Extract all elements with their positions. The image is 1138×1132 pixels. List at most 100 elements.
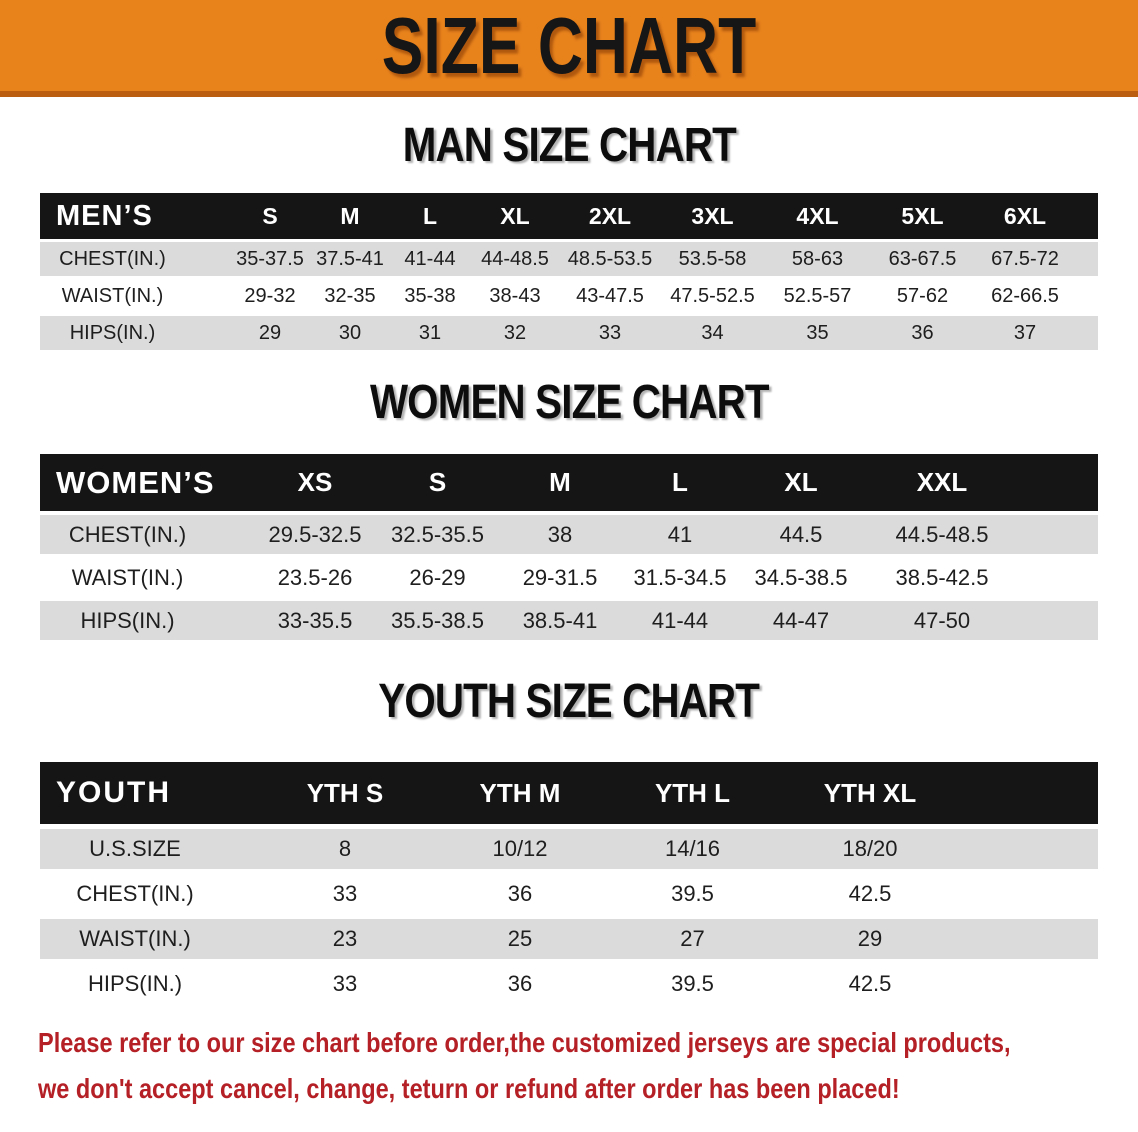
size-column-header: YTH S [260,762,430,824]
table-row: CHEST(IN.) 29.5-32.5 32.5-35.5 38 41 44.5 44.5… [40,511,1098,554]
table-cell: 8 [260,824,430,869]
row-filler [965,914,1098,959]
table-cell: 34 [660,313,765,350]
row-label: HIPS(IN.) [40,313,230,350]
table-cell: 10/12 [430,824,610,869]
row-label: CHEST(IN.) [40,511,255,554]
table-cell: 33-35.5 [255,597,375,640]
table-cell: 41 [620,511,740,554]
table-header-row: WOMEN’S XS S M L XL XXL [40,454,1098,511]
row-filler [965,824,1098,869]
size-column-header: YTH XL [775,762,965,824]
table-cell: 41-44 [390,239,470,276]
men-size-table: MEN’S S M L XL 2XL 3XL 4XL 5XL 6XL CHEST(IN.) 35-37… [40,193,1098,350]
table-row: CHEST(IN.) 35-37.5 37.5-41 41-44 44-48.5 48.5… [40,239,1098,276]
table-row: HIPS(IN.) 33 36 39.5 42.5 [40,959,1098,1004]
table-cell: 35 [765,313,870,350]
table-cell: 35-38 [390,276,470,313]
table-cell: 57-62 [870,276,975,313]
size-column-header: XS [255,454,375,511]
table-cell: 44-48.5 [470,239,560,276]
table-cell: 44-47 [740,597,862,640]
table-cell: 35.5-38.5 [375,597,500,640]
table-cell: 26-29 [375,554,500,597]
table-cell: 42.5 [775,869,965,914]
size-column-header: YTH M [430,762,610,824]
size-column-header: 2XL [560,193,660,239]
table-row: U.S.SIZE 8 10/12 14/16 18/20 [40,824,1098,869]
youth-size-table: YOUTH YTH S YTH M YTH L YTH XL U.S.SIZE 8 10/12… [40,762,1098,1004]
header-filler [1022,454,1098,511]
size-column-header: 3XL [660,193,765,239]
row-filler [1022,554,1098,597]
men-section-heading: MAN SIZE CHART [402,118,736,172]
size-column-header: XL [740,454,862,511]
table-cell: 63-67.5 [870,239,975,276]
table-cell: 29.5-32.5 [255,511,375,554]
table-row: HIPS(IN.) 33-35.5 35.5-38.5 38.5-41 41-44 44-… [40,597,1098,640]
table-cell: 31.5-34.5 [620,554,740,597]
table-header-row: MEN’S S M L XL 2XL 3XL 4XL 5XL 6XL [40,193,1098,239]
table-cell: 36 [430,869,610,914]
size-column-header: S [230,193,310,239]
table-cell: 39.5 [610,959,775,1004]
table-row: WAIST(IN.) 23 25 27 29 [40,914,1098,959]
disclaimer-line-2: we don't accept cancel, change, teturn o… [38,1073,900,1104]
women-section-heading: WOMEN SIZE CHART [369,375,770,429]
row-label: U.S.SIZE [40,824,260,869]
table-cell: 44.5-48.5 [862,511,1022,554]
header-filler [1075,193,1098,239]
table-cell: 29-32 [230,276,310,313]
row-filler [1075,276,1098,313]
women-size-table: WOMEN’S XS S M L XL XXL CHEST(IN.) 29.5-32.5 32.5… [40,454,1098,640]
women-heading-area: WOMEN SIZE CHART [0,350,1138,454]
table-cell: 32.5-35.5 [375,511,500,554]
table-cell: 41-44 [620,597,740,640]
table-cell: 43-47.5 [560,276,660,313]
table-cell: 62-66.5 [975,276,1075,313]
table-cell: 67.5-72 [975,239,1075,276]
table-cell: 44.5 [740,511,862,554]
table-cell: 58-63 [765,239,870,276]
row-label: WAIST(IN.) [40,276,230,313]
table-cell: 36 [870,313,975,350]
table-cell: 53.5-58 [660,239,765,276]
table-cell: 29-31.5 [500,554,620,597]
table-cell: 34.5-38.5 [740,554,862,597]
table-cell: 33 [260,959,430,1004]
youth-section-heading: YOUTH SIZE CHART [378,674,761,728]
table-cell: 38-43 [470,276,560,313]
size-column-header: S [375,454,500,511]
table-row: HIPS(IN.) 29 30 31 32 33 34 35 36 37 [40,313,1098,350]
size-column-header: 6XL [975,193,1075,239]
row-label: HIPS(IN.) [40,959,260,1004]
table-cell: 47.5-52.5 [660,276,765,313]
size-column-header: M [500,454,620,511]
youth-size-section: YOUTH SIZE CHART YOUTH YTH S YTH M YTH L YTH… [0,640,1138,1004]
disclaimer-line-1: Please refer to our size chart before or… [38,1027,1011,1058]
youth-heading-area: YOUTH SIZE CHART [0,640,1138,762]
table-cell: 38.5-41 [500,597,620,640]
table-cell: 27 [610,914,775,959]
row-label: WAIST(IN.) [40,554,255,597]
table-cell: 38 [500,511,620,554]
table-cell: 29 [230,313,310,350]
table-cell: 39.5 [610,869,775,914]
size-column-header: 5XL [870,193,975,239]
row-filler [965,959,1098,1004]
row-filler [1075,313,1098,350]
row-filler [1022,511,1098,554]
men-size-section: MAN SIZE CHART MEN’S S M L XL 2XL 3XL 4XL 5XL 6XL… [0,97,1138,350]
banner-title: SIZE CHART [381,0,757,90]
table-cell: 23 [260,914,430,959]
size-column-header: 4XL [765,193,870,239]
size-column-header: YTH L [610,762,775,824]
table-cell: 48.5-53.5 [560,239,660,276]
women-size-section: WOMEN SIZE CHART WOMEN’S XS S M L XL XXL CHEST(… [0,350,1138,640]
row-label: WAIST(IN.) [40,914,260,959]
men-heading-area: MAN SIZE CHART [0,97,1138,193]
size-column-header: L [620,454,740,511]
size-column-header: XL [470,193,560,239]
table-cell: 25 [430,914,610,959]
table-cell: 37 [975,313,1075,350]
